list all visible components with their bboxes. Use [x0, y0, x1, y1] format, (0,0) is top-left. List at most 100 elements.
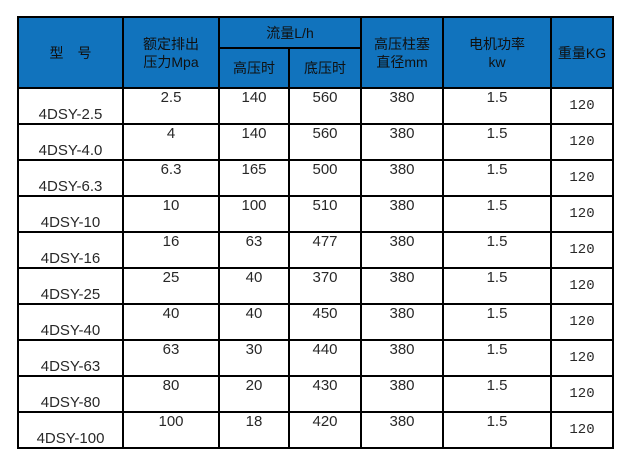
- table-row: 4DSY-4.0 4 140 560 380 1.5 120: [17, 123, 614, 161]
- table-header: 型 号 额定排出 压力Mpa 流量L/h 高压柱塞 直径mm 电机功率 kw: [17, 16, 614, 89]
- cell-power: 1.5: [442, 87, 552, 125]
- cell-plunger: 380: [360, 303, 444, 341]
- header-motor-power-line1: 电机功率: [469, 35, 525, 52]
- cell-flow-high: 140: [218, 87, 290, 125]
- cell-flow-high: 18: [218, 411, 290, 449]
- cell-pressure: 63: [122, 339, 220, 377]
- cell-pressure: 6.3: [122, 159, 220, 197]
- header-flow: 流量L/h: [218, 16, 362, 49]
- header-weight: 重量KG: [550, 16, 614, 89]
- cell-flow-low: 500: [288, 159, 362, 197]
- cell-flow-low: 370: [288, 267, 362, 305]
- header-flow-label: 流量L/h: [266, 24, 314, 41]
- cell-plunger: 380: [360, 159, 444, 197]
- cell-weight: 120: [550, 303, 614, 341]
- cell-pressure: 4: [122, 123, 220, 161]
- cell-weight: 120: [550, 411, 614, 449]
- cell-power: 1.5: [442, 303, 552, 341]
- cell-flow-high: 40: [218, 303, 290, 341]
- cell-flow-low: 510: [288, 195, 362, 233]
- cell-model: 4DSY-63: [17, 339, 124, 377]
- cell-plunger: 380: [360, 123, 444, 161]
- cell-pressure: 100: [122, 411, 220, 449]
- cell-weight: 120: [550, 339, 614, 377]
- cell-weight: 120: [550, 123, 614, 161]
- cell-power: 1.5: [442, 231, 552, 269]
- cell-plunger: 380: [360, 87, 444, 125]
- cell-flow-low: 420: [288, 411, 362, 449]
- cell-flow-low: 560: [288, 87, 362, 125]
- cell-plunger: 380: [360, 411, 444, 449]
- cell-weight: 120: [550, 195, 614, 233]
- header-plunger-diameter: 高压柱塞 直径mm: [360, 16, 444, 89]
- cell-power: 1.5: [442, 195, 552, 233]
- cell-power: 1.5: [442, 159, 552, 197]
- table-row: 4DSY-10 10 100 510 380 1.5 120: [17, 195, 614, 233]
- cell-plunger: 380: [360, 375, 444, 413]
- cell-power: 1.5: [442, 375, 552, 413]
- header-model: 型 号: [17, 16, 124, 89]
- table-row: 4DSY-63 63 30 440 380 1.5 120: [17, 339, 614, 377]
- header-rated-pressure-line2: 压力Mpa: [143, 53, 199, 70]
- header-model-label: 型 号: [49, 44, 92, 61]
- cell-model: 4DSY-4.0: [17, 123, 124, 161]
- cell-power: 1.5: [442, 339, 552, 377]
- cell-plunger: 380: [360, 195, 444, 233]
- cell-flow-low: 560: [288, 123, 362, 161]
- cell-flow-high: 165: [218, 159, 290, 197]
- cell-flow-low: 477: [288, 231, 362, 269]
- cell-power: 1.5: [442, 411, 552, 449]
- cell-flow-high: 40: [218, 267, 290, 305]
- table-row: 4DSY-25 25 40 370 380 1.5 120: [17, 267, 614, 305]
- table-body: 4DSY-2.5 2.5 140 560 380 1.5 120 4DSY-4.…: [17, 87, 614, 449]
- header-weight-label: 重量KG: [557, 44, 607, 61]
- table-row: 4DSY-16 16 63 477 380 1.5 120: [17, 231, 614, 269]
- header-motor-power: 电机功率 kw: [442, 16, 552, 89]
- cell-pressure: 25: [122, 267, 220, 305]
- cell-model: 4DSY-40: [17, 303, 124, 341]
- cell-weight: 120: [550, 267, 614, 305]
- header-row-1: 型 号 额定排出 压力Mpa 流量L/h 高压柱塞 直径mm 电机功率 kw: [17, 16, 614, 89]
- cell-flow-high: 63: [218, 231, 290, 269]
- cell-plunger: 380: [360, 267, 444, 305]
- cell-model: 4DSY-25: [17, 267, 124, 305]
- cell-weight: 120: [550, 159, 614, 197]
- cell-pressure: 10: [122, 195, 220, 233]
- table-row: 4DSY-80 80 20 430 380 1.5 120: [17, 375, 614, 413]
- cell-power: 1.5: [442, 267, 552, 305]
- cell-plunger: 380: [360, 231, 444, 269]
- cell-weight: 120: [550, 87, 614, 125]
- cell-pressure: 2.5: [122, 87, 220, 125]
- cell-weight: 120: [550, 375, 614, 413]
- table-row: 4DSY-40 40 40 450 380 1.5 120: [17, 303, 614, 341]
- cell-model: 4DSY-10: [17, 195, 124, 233]
- cell-model: 4DSY-80: [17, 375, 124, 413]
- cell-power: 1.5: [442, 123, 552, 161]
- cell-pressure: 16: [122, 231, 220, 269]
- cell-flow-low: 450: [288, 303, 362, 341]
- table-row: 4DSY-2.5 2.5 140 560 380 1.5 120: [17, 87, 614, 125]
- header-flow-low: 底压时: [288, 47, 362, 89]
- cell-model: 4DSY-100: [17, 411, 124, 449]
- cell-model: 4DSY-6.3: [17, 159, 124, 197]
- table-row: 4DSY-100 100 18 420 380 1.5 120: [17, 411, 614, 449]
- cell-pressure: 40: [122, 303, 220, 341]
- pump-spec-table: 型 号 额定排出 压力Mpa 流量L/h 高压柱塞 直径mm 电机功率 kw: [17, 16, 614, 449]
- header-motor-power-line2: kw: [488, 53, 506, 70]
- cell-pressure: 80: [122, 375, 220, 413]
- header-row-2: 高压时 底压时: [18, 47, 613, 89]
- header-flow-high: 高压时: [218, 47, 290, 89]
- cell-flow-high: 30: [218, 339, 290, 377]
- cell-flow-low: 430: [288, 375, 362, 413]
- cell-model: 4DSY-2.5: [17, 87, 124, 125]
- cell-flow-high: 140: [218, 123, 290, 161]
- header-plunger-line1: 高压柱塞: [374, 35, 430, 52]
- cell-flow-low: 440: [288, 339, 362, 377]
- header-plunger-line2: 直径mm: [376, 53, 428, 70]
- cell-flow-high: 100: [218, 195, 290, 233]
- header-rated-pressure-line1: 额定排出: [143, 35, 199, 52]
- table-row: 4DSY-6.3 6.3 165 500 380 1.5 120: [17, 159, 614, 197]
- header-rated-pressure: 额定排出 压力Mpa: [122, 16, 220, 89]
- cell-model: 4DSY-16: [17, 231, 124, 269]
